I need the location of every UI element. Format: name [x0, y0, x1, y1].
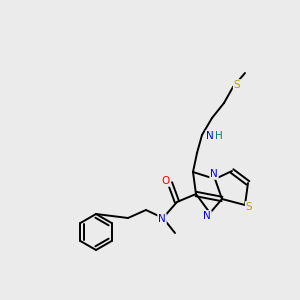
Text: S: S	[234, 80, 240, 90]
Text: O: O	[161, 176, 169, 186]
Text: N: N	[158, 214, 166, 224]
Text: N: N	[206, 131, 214, 141]
Text: H: H	[215, 131, 223, 141]
Text: S: S	[246, 202, 252, 212]
Text: N: N	[210, 169, 218, 179]
Text: N: N	[203, 211, 211, 221]
